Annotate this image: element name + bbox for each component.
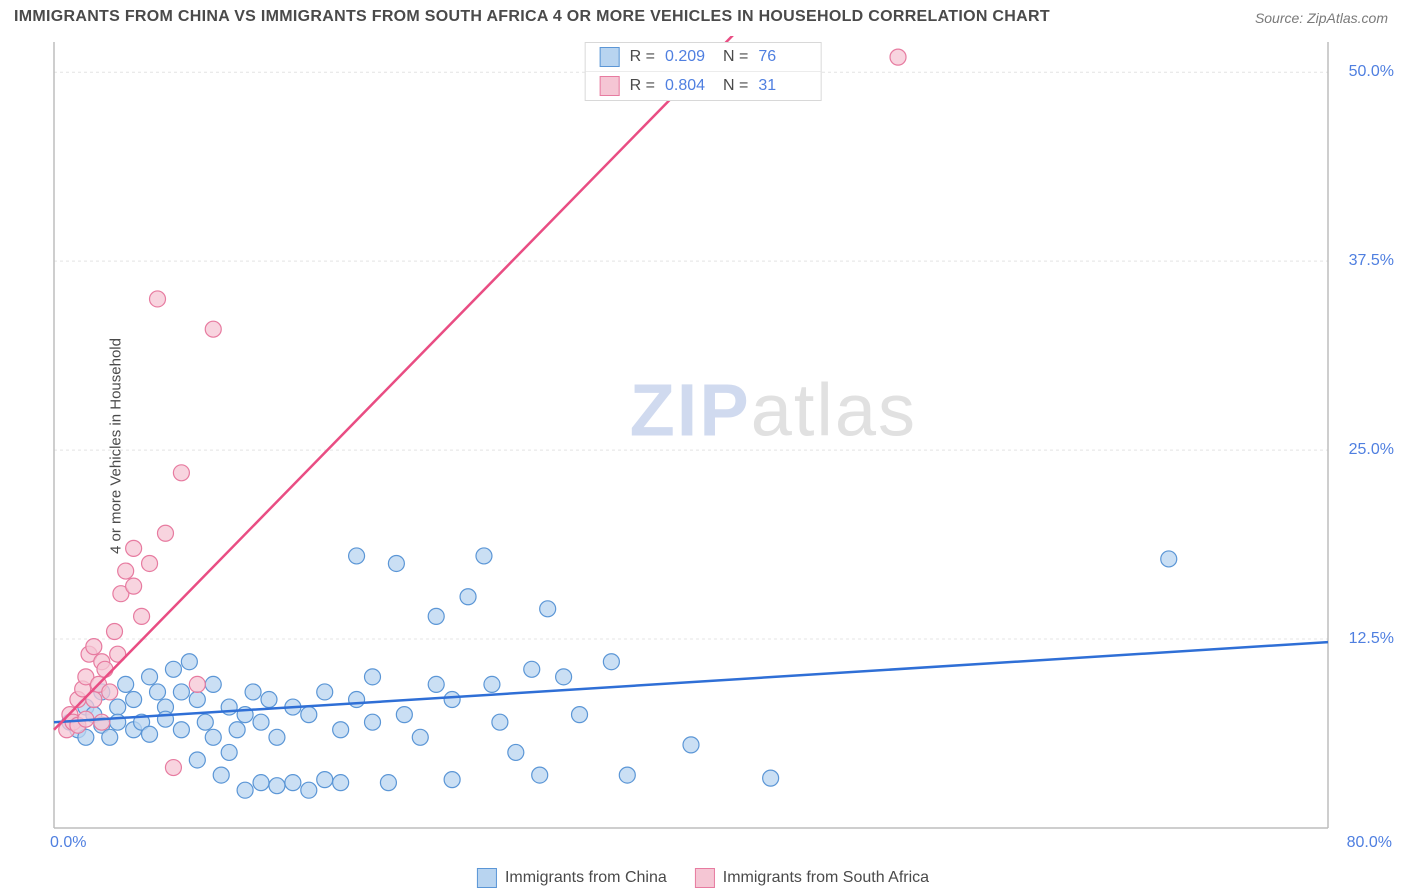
xtick-label-min: 0.0% (50, 834, 86, 852)
swatch-icon (477, 868, 497, 888)
stat-row-south-africa: R = 0.804 N = 31 (586, 71, 821, 100)
x-axis-legend: Immigrants from China Immigrants from So… (477, 868, 929, 888)
ytick-label: 50.0% (1349, 63, 1394, 81)
n-label: N = (723, 77, 748, 95)
n-value: 31 (758, 77, 806, 95)
chart-plot-area (48, 36, 1388, 846)
r-value: 0.209 (665, 48, 713, 66)
legend-label: Immigrants from China (505, 869, 667, 886)
swatch-icon (600, 47, 620, 67)
chart-title: IMMIGRANTS FROM CHINA VS IMMIGRANTS FROM… (14, 8, 1050, 26)
swatch-icon (600, 76, 620, 96)
stat-legend: R = 0.209 N = 76 R = 0.804 N = 31 (585, 42, 822, 101)
chart-svg (48, 36, 1388, 846)
r-label: R = (630, 77, 655, 95)
ytick-label: 12.5% (1349, 630, 1394, 648)
n-value: 76 (758, 48, 806, 66)
swatch-icon (695, 868, 715, 888)
legend-item-south-africa: Immigrants from South Africa (695, 868, 929, 888)
source-attribution: Source: ZipAtlas.com (1255, 10, 1388, 26)
legend-item-china: Immigrants from China (477, 868, 667, 888)
r-value: 0.804 (665, 77, 713, 95)
legend-label: Immigrants from South Africa (723, 869, 929, 886)
ytick-label: 37.5% (1349, 252, 1394, 270)
ytick-label: 25.0% (1349, 441, 1394, 459)
xtick-label-max: 80.0% (1347, 834, 1392, 852)
stat-row-china: R = 0.209 N = 76 (586, 43, 821, 71)
n-label: N = (723, 48, 748, 66)
r-label: R = (630, 48, 655, 66)
